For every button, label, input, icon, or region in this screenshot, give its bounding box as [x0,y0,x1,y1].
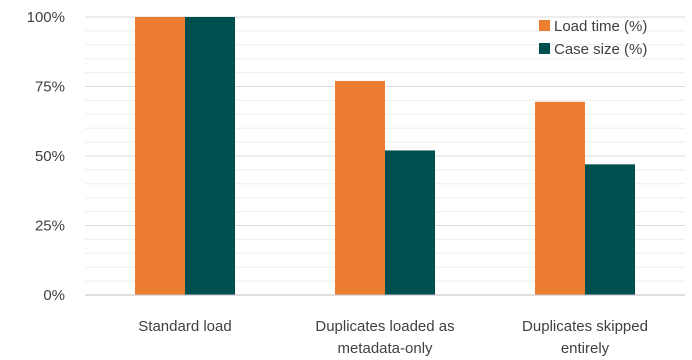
y-tick-label: 25% [35,218,65,235]
bar [585,164,635,295]
bars [135,17,635,295]
y-axis-tick-labels: 0% 25% 50% 75% 100% [27,9,65,304]
x-tick-label: Standard load [138,318,231,335]
legend: Load time (%) Case size (%) [539,18,647,58]
bar [335,80,385,295]
x-tick-label: Duplicates skipped entirely [522,318,648,357]
x-tick-label: Duplicates loaded as metadata-only [315,318,454,357]
bar [185,17,235,295]
bar [385,150,435,295]
bar [135,17,185,295]
legend-label: Load time (%) [554,18,647,35]
legend-swatch [539,20,550,31]
bar [535,101,585,295]
y-tick-label: 0% [43,287,65,304]
x-axis-tick-labels: Standard load Duplicates loaded as metadat… [138,318,648,357]
legend-label: Case size (%) [554,41,647,58]
y-tick-label: 100% [27,9,65,26]
legend-swatch [539,43,550,54]
y-tick-label: 75% [35,79,65,96]
y-tick-label: 50% [35,148,65,165]
